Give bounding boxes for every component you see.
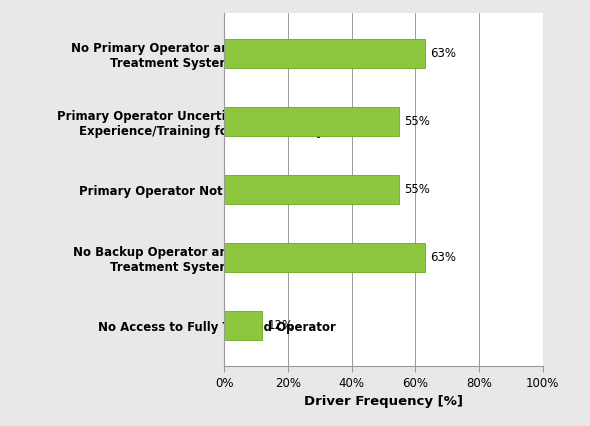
Text: 12%: 12% — [267, 319, 293, 332]
Bar — [224, 311, 263, 340]
X-axis label: Driver Frequency [%]: Driver Frequency [%] — [304, 395, 463, 409]
Bar — [224, 107, 399, 136]
Bar — [224, 243, 425, 272]
Text: 55%: 55% — [404, 115, 430, 128]
Text: 63%: 63% — [430, 47, 455, 60]
Bar — [224, 39, 425, 68]
Bar — [224, 175, 399, 204]
Text: 63%: 63% — [430, 251, 455, 264]
Text: 55%: 55% — [404, 183, 430, 196]
